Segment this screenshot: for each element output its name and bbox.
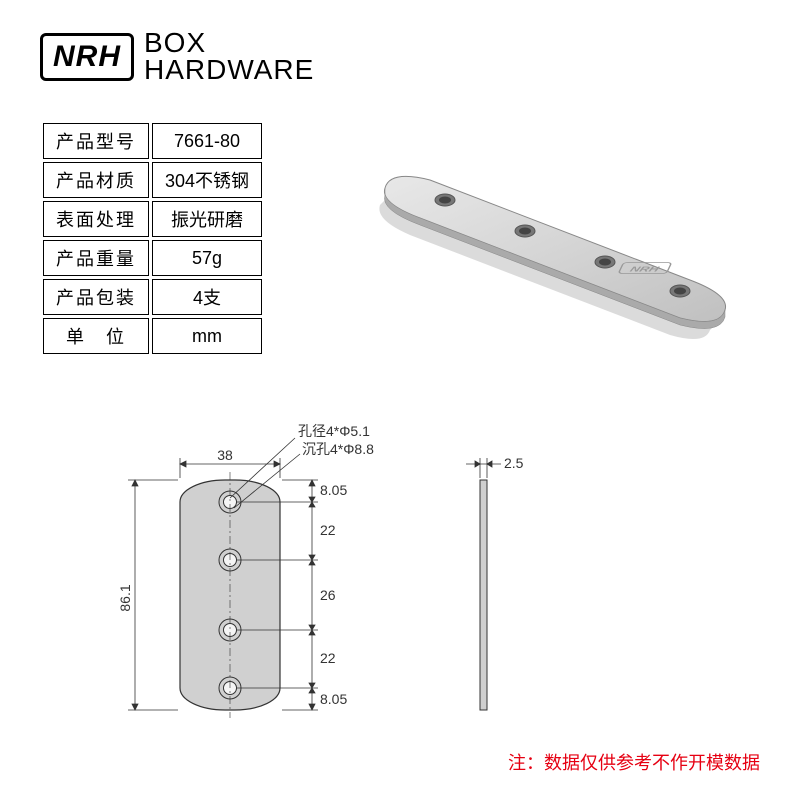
spec-value: 振光研磨 [152,201,262,237]
product-3d-view: NRH [370,120,770,370]
dim-thickness: 2.5 [504,455,524,471]
spec-label: 产品材质 [43,162,149,198]
spec-value: 7661-80 [152,123,262,159]
table-row: 产品型号 7661-80 [43,123,262,159]
brand-name: BOX HARDWARE [144,30,314,83]
spec-label: 产品型号 [43,123,149,159]
dim-height: 86.1 [117,584,133,611]
dim-sp-2: 26 [320,587,336,603]
svg-text:NRH: NRH [628,265,660,273]
spec-table: 产品型号 7661-80 产品材质 304不锈钢 表面处理 振光研磨 产品重量 … [40,120,265,357]
spec-value: 4支 [152,279,262,315]
csk-dia-label: 沉孔4*Φ8.8 [302,441,374,457]
table-row: 产品重量 57g [43,240,262,276]
dim-width: 38 [217,447,233,463]
table-row: 产品材质 304不锈钢 [43,162,262,198]
dim-sp-bot: 8.05 [320,691,347,707]
technical-diagram: 38 86.1 8.05 22 26 [60,420,760,760]
footnote-text: 注：数据仅供参考不作开模数据 [508,749,760,775]
brand-logo: NRH [40,33,134,81]
spec-label: 产品重量 [43,240,149,276]
table-row: 表面处理 振光研磨 [43,201,262,237]
table-row: 单 位 mm [43,318,262,354]
spec-label: 单 位 [43,318,149,354]
spec-label: 产品包装 [43,279,149,315]
dim-sp-top: 8.05 [320,482,347,498]
dim-sp-3: 22 [320,650,336,666]
spec-value: mm [152,318,262,354]
spec-value: 304不锈钢 [152,162,262,198]
spec-label: 表面处理 [43,201,149,237]
table-row: 产品包装 4支 [43,279,262,315]
spec-value: 57g [152,240,262,276]
dim-sp-1: 22 [320,522,336,538]
brand-header: NRH BOX HARDWARE [40,30,314,83]
hole-dia-label: 孔径4*Φ5.1 [298,423,370,439]
